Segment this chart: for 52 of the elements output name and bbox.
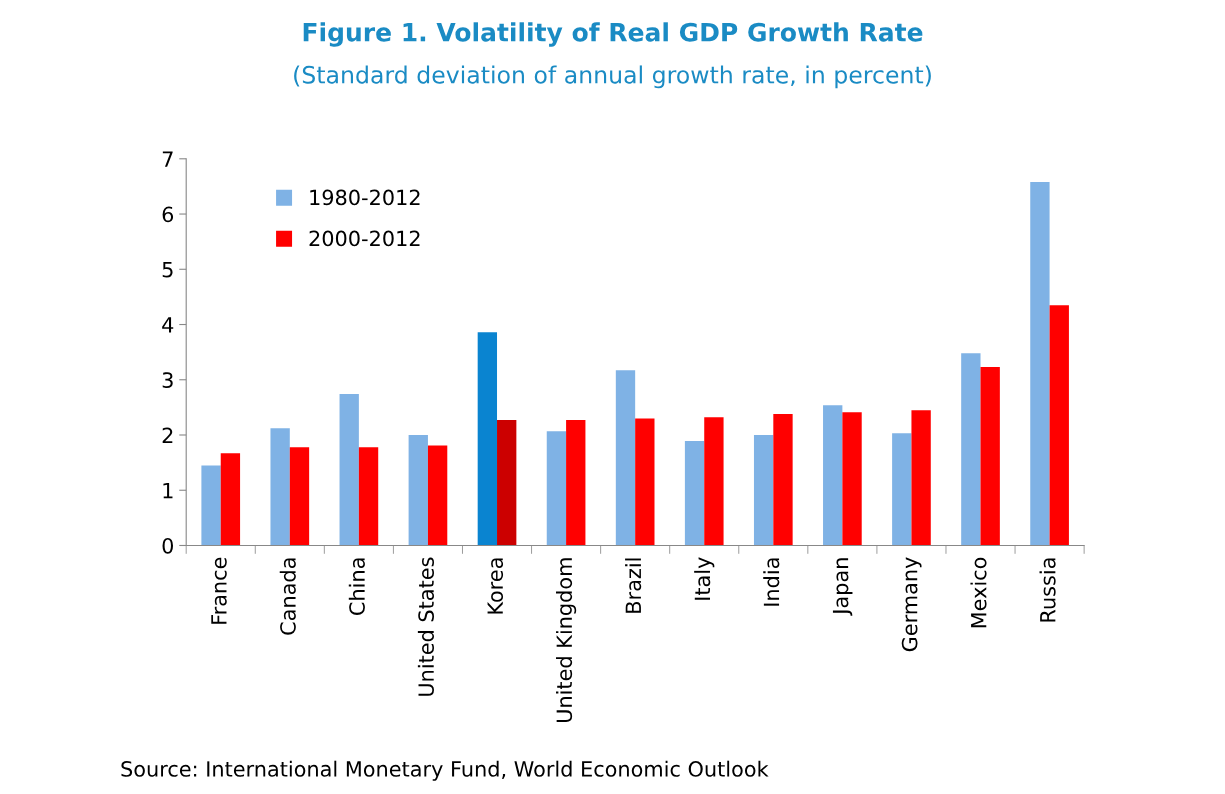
bar: [427, 445, 448, 546]
x-tick-label: Germany: [901, 557, 922, 652]
x-tick-label: India: [763, 558, 780, 606]
bar: [615, 370, 636, 546]
bar: [773, 414, 793, 546]
x-tick-label: Brazil: [625, 558, 642, 613]
y-tick-label: 7: [162, 151, 173, 167]
legend-label: 2000-2012: [309, 230, 420, 247]
bar: [477, 332, 498, 546]
x-tick-label: United States: [417, 557, 434, 696]
y-tick-label: 2: [162, 427, 173, 443]
y-tick-label: 1: [163, 482, 173, 499]
bar: [961, 353, 981, 546]
x-tick-label: United Kingdom: [556, 558, 577, 722]
bar: [753, 435, 774, 546]
bar: [201, 465, 221, 546]
bar: [270, 428, 290, 546]
x-tick-label: Mexico: [970, 557, 987, 628]
source-note: Source: International Monetary Fund, World Economic Outlook: [121, 760, 769, 781]
y-tick-label: 0: [162, 537, 174, 554]
bar: [823, 405, 843, 546]
chart-subtitle: (Standard deviation of annual growth rate, in percent): [294, 65, 931, 89]
bar: [566, 420, 586, 546]
bar: [684, 441, 705, 546]
chart-title: Figure 1. Volatility of Real GDP Growth Rate: [303, 22, 923, 47]
x-tick-label: France: [211, 557, 227, 624]
bar: [289, 447, 310, 546]
y-tick-label: 5: [162, 262, 173, 278]
bar: [635, 418, 655, 546]
x-tick-label: Italy: [694, 557, 715, 600]
bar: [358, 447, 379, 546]
bar: [980, 367, 1000, 546]
bar: [1030, 182, 1050, 546]
x-tick-label: Korea: [487, 558, 504, 614]
bar: [408, 435, 428, 546]
bar: [497, 420, 517, 546]
y-tick-label: 6: [162, 206, 174, 223]
bar: [339, 394, 359, 546]
bar: [842, 412, 862, 546]
x-tick-label: Russia: [1039, 558, 1056, 622]
bar: [704, 417, 724, 546]
legend-label: 1980-2012: [310, 189, 420, 206]
x-tick-label: Canada: [279, 558, 296, 635]
y-tick-label: 3: [162, 372, 173, 388]
bar: [892, 433, 912, 546]
x-tick-label: Japan: [832, 558, 853, 616]
bar: [546, 431, 567, 546]
bar: [911, 410, 931, 546]
y-tick-label: 4: [162, 317, 174, 333]
x-tick-label: China: [348, 558, 365, 615]
bar: [1049, 305, 1069, 546]
bar: [220, 453, 241, 546]
